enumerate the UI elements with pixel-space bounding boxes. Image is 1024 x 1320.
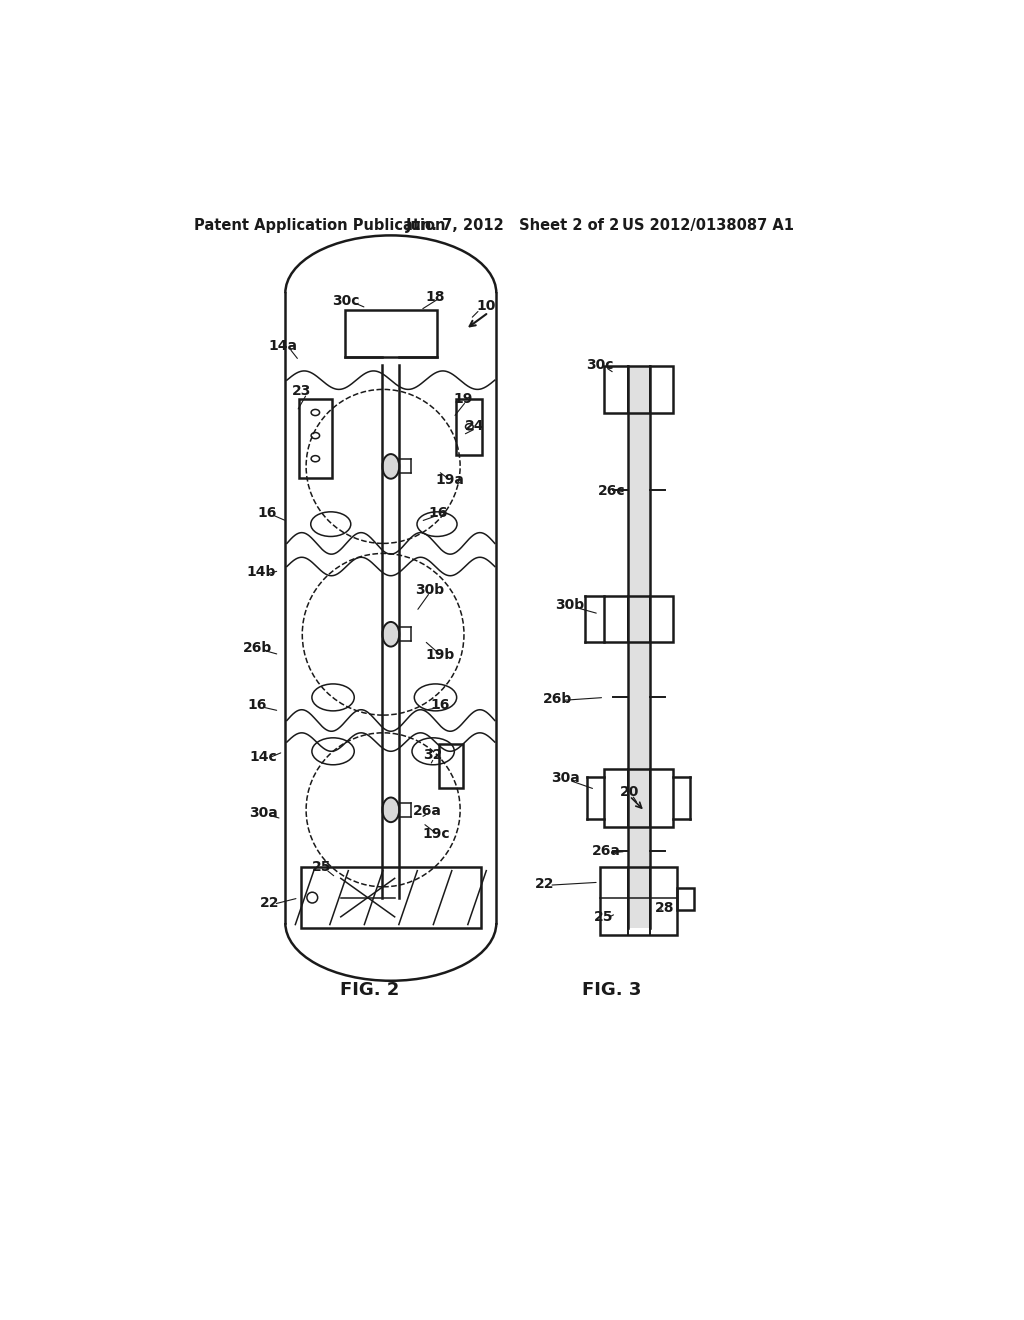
Ellipse shape: [382, 622, 399, 647]
Text: Patent Application Publication: Patent Application Publication: [194, 218, 445, 234]
Text: 26b: 26b: [243, 642, 272, 655]
Text: US 2012/0138087 A1: US 2012/0138087 A1: [622, 218, 794, 234]
Text: 19a: 19a: [435, 474, 465, 487]
Text: 10: 10: [476, 300, 496, 313]
Text: 25: 25: [311, 859, 332, 874]
Text: 19c: 19c: [423, 826, 451, 841]
Bar: [457, 399, 482, 455]
Text: 26a: 26a: [592, 845, 621, 858]
Text: 20: 20: [620, 785, 639, 799]
Text: 30b: 30b: [415, 582, 443, 597]
Text: 25: 25: [594, 909, 613, 924]
Text: 14c: 14c: [249, 751, 276, 764]
Text: 16: 16: [429, 506, 449, 520]
Bar: [628, 367, 649, 928]
Text: 18: 18: [425, 290, 444, 304]
Bar: [301, 867, 481, 928]
Bar: [604, 595, 674, 642]
Text: 16: 16: [430, 698, 450, 711]
Text: 19: 19: [454, 392, 473, 405]
Text: 30a: 30a: [249, 807, 278, 820]
Text: 19b: 19b: [426, 648, 455, 663]
Bar: [677, 888, 694, 909]
Bar: [299, 399, 332, 478]
Text: Jun. 7, 2012   Sheet 2 of 2: Jun. 7, 2012 Sheet 2 of 2: [407, 218, 621, 234]
Text: 30c: 30c: [587, 358, 614, 372]
Text: 26a: 26a: [413, 804, 441, 818]
Text: 32: 32: [423, 748, 442, 762]
Text: FIG. 3: FIG. 3: [582, 981, 641, 999]
Ellipse shape: [382, 797, 399, 822]
Bar: [345, 310, 437, 358]
Bar: [438, 743, 463, 788]
Text: 30a: 30a: [551, 771, 580, 785]
Text: FIG. 2: FIG. 2: [340, 981, 399, 999]
Text: 22: 22: [259, 896, 279, 909]
Text: 16: 16: [248, 698, 267, 711]
Text: 23: 23: [292, 384, 311, 397]
Text: 24: 24: [465, 420, 484, 433]
Bar: [604, 770, 674, 826]
Bar: [600, 867, 677, 935]
Text: 14b: 14b: [247, 565, 276, 579]
Text: 16: 16: [258, 506, 278, 520]
Text: 26b: 26b: [544, 692, 572, 706]
Bar: [604, 366, 674, 412]
Text: 22: 22: [536, 876, 555, 891]
Text: 28: 28: [654, 900, 674, 915]
Text: 14a: 14a: [268, 338, 298, 352]
Text: 30c: 30c: [333, 294, 359, 308]
Text: 30b: 30b: [555, 598, 584, 612]
Text: 26c: 26c: [598, 484, 626, 498]
Ellipse shape: [382, 454, 399, 479]
